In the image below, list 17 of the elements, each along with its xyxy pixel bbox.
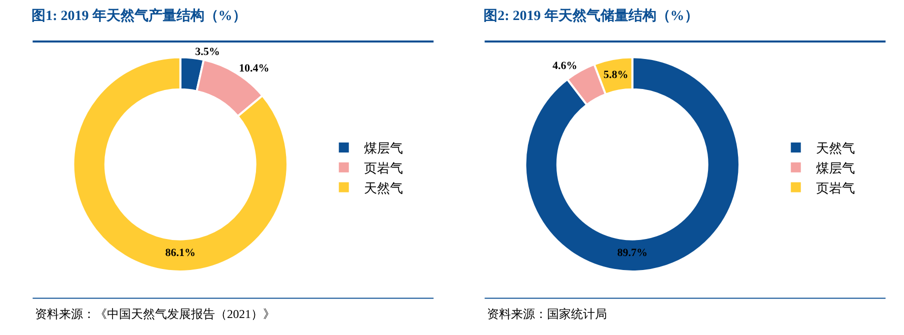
chart-title: 图2: 2019 年天然气储量结构（%） bbox=[484, 8, 698, 24]
chart-title: 图1: 2019 年天然气产量结构（%） bbox=[32, 6, 246, 24]
data-label: 5.8% bbox=[604, 68, 628, 81]
legend-label: 煤层气 bbox=[364, 142, 403, 157]
text: 资料来源：国家统计局 bbox=[487, 307, 607, 321]
text: 资料来源：《中国天然气发展报告（2021）》 bbox=[35, 307, 275, 321]
legend-label: 煤层气 bbox=[816, 161, 855, 176]
legend-label: 页岩气 bbox=[364, 161, 403, 176]
data-label: 3.5% bbox=[195, 46, 220, 58]
legend-label: 天然气 bbox=[364, 181, 403, 196]
donut-slice bbox=[524, 56, 740, 272]
data-label: 86.1% bbox=[165, 246, 196, 259]
legend-label: 页岩气 bbox=[816, 181, 855, 196]
legend-label: 天然气 bbox=[816, 142, 855, 157]
data-label: 4.6% bbox=[552, 60, 578, 72]
data-label: 10.4% bbox=[239, 62, 270, 74]
data-label: 89.7% bbox=[617, 246, 648, 259]
